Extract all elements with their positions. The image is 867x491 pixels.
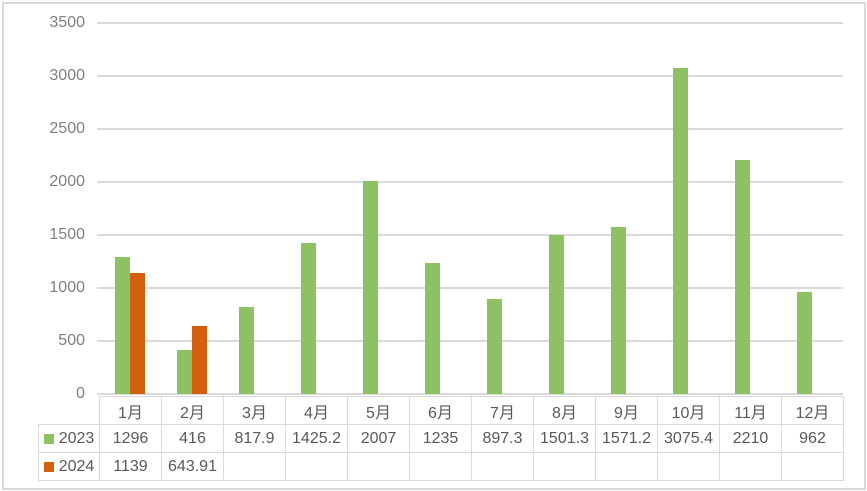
bar-2023-1月 xyxy=(115,256,130,394)
value-2023-6月: 1235 xyxy=(409,424,472,453)
value-2023-8月: 1501.3 xyxy=(533,424,596,453)
y-axis-tick-label: 3500 xyxy=(49,14,85,31)
value-2023-12月: 962 xyxy=(781,424,844,453)
month-header-5月: 5月 xyxy=(347,396,410,425)
month-header-12月: 12月 xyxy=(781,396,844,425)
y-axis-tick-label: 2000 xyxy=(49,173,85,190)
series-label-cell-2023: 2023 xyxy=(38,424,100,453)
month-header-row: 1月 2月 3月 4月 5月 6月 7月 8月 9月 10月 11月 12月 xyxy=(39,396,844,425)
value-2023-5月: 2007 xyxy=(347,424,410,453)
value-2024-3月 xyxy=(223,452,286,481)
month-header-10月: 10月 xyxy=(657,396,720,425)
bar-2024-1月 xyxy=(130,273,145,394)
bar-2023-2月 xyxy=(177,349,192,394)
series-row-2023: 2023 1296 416 817.9 1425.2 2007 1235 897.3 1501.… xyxy=(38,424,844,453)
value-2023-10月: 3075.4 xyxy=(657,424,720,453)
value-2023-4月: 1425.2 xyxy=(285,424,348,453)
bar-2023-9月 xyxy=(611,227,626,394)
value-2023-3月: 817.9 xyxy=(223,424,286,453)
series-name: 2023 xyxy=(58,429,95,447)
value-2024-5月 xyxy=(347,452,410,481)
value-2024-9月 xyxy=(595,452,658,481)
value-2023-1月: 1296 xyxy=(99,424,162,453)
month-header-2月: 2月 xyxy=(161,396,224,425)
bar-2023-12月 xyxy=(797,292,812,394)
series-label-cell-2024: 2024 xyxy=(38,452,100,481)
bar-2023-11月 xyxy=(735,159,750,394)
month-header-8月: 8月 xyxy=(533,396,596,425)
series-name: 2024 xyxy=(58,457,95,475)
y-axis-tick-label: 2500 xyxy=(49,120,85,137)
value-2023-7月: 897.3 xyxy=(471,424,534,453)
value-2024-2月: 643.91 xyxy=(161,452,224,481)
y-axis-tick-label: 1000 xyxy=(49,279,85,296)
gridline xyxy=(97,393,843,395)
legend-swatch-2023 xyxy=(43,433,54,444)
chart-data-table: 1月 2月 3月 4月 5月 6月 7月 8月 9月 10月 11月 12月 2023 1296 416 8… xyxy=(38,396,844,481)
month-header-7月: 7月 xyxy=(471,396,534,425)
gridline xyxy=(97,22,843,24)
value-2024-6月 xyxy=(409,452,472,481)
gridline xyxy=(97,128,843,130)
gridline xyxy=(97,287,843,289)
month-header-6月: 6月 xyxy=(409,396,472,425)
legend-swatch-2024 xyxy=(43,461,54,472)
month-header-4月: 4月 xyxy=(285,396,348,425)
bar-2023-10月 xyxy=(673,68,688,394)
gridline xyxy=(97,340,843,342)
month-header-3月: 3月 xyxy=(223,396,286,425)
bar-2023-5月 xyxy=(363,181,378,394)
value-2023-9月: 1571.2 xyxy=(595,424,658,453)
y-axis-tick-label: 500 xyxy=(58,332,85,349)
month-header-11月: 11月 xyxy=(719,396,782,425)
value-2023-2月: 416 xyxy=(161,424,224,453)
y-axis-tick-label: 0 xyxy=(76,385,85,402)
value-2024-11月 xyxy=(719,452,782,481)
value-2024-4月 xyxy=(285,452,348,481)
value-2024-1月: 1139 xyxy=(99,452,162,481)
gridline xyxy=(97,234,843,236)
bar-2023-6月 xyxy=(425,263,440,394)
gridline xyxy=(97,181,843,183)
value-2023-11月: 2210 xyxy=(719,424,782,453)
value-2024-12月 xyxy=(781,452,844,481)
bar-2023-4月 xyxy=(301,242,316,394)
series-row-2024: 2024 1139 643.91 xyxy=(38,452,844,481)
value-2024-10月 xyxy=(657,452,720,481)
bar-2023-3月 xyxy=(239,307,254,394)
bar-2023-7月 xyxy=(487,298,502,394)
month-header-1月: 1月 xyxy=(99,396,162,425)
y-axis-tick-label: 3000 xyxy=(49,67,85,84)
bar-2024-2月 xyxy=(192,325,207,394)
bar-2023-8月 xyxy=(549,234,564,394)
table-corner-cell xyxy=(39,397,100,425)
value-2024-7月 xyxy=(471,452,534,481)
gridline xyxy=(97,75,843,77)
y-axis-tick-label: 1500 xyxy=(49,226,85,243)
month-header-9月: 9月 xyxy=(595,396,658,425)
value-2024-8月 xyxy=(533,452,596,481)
